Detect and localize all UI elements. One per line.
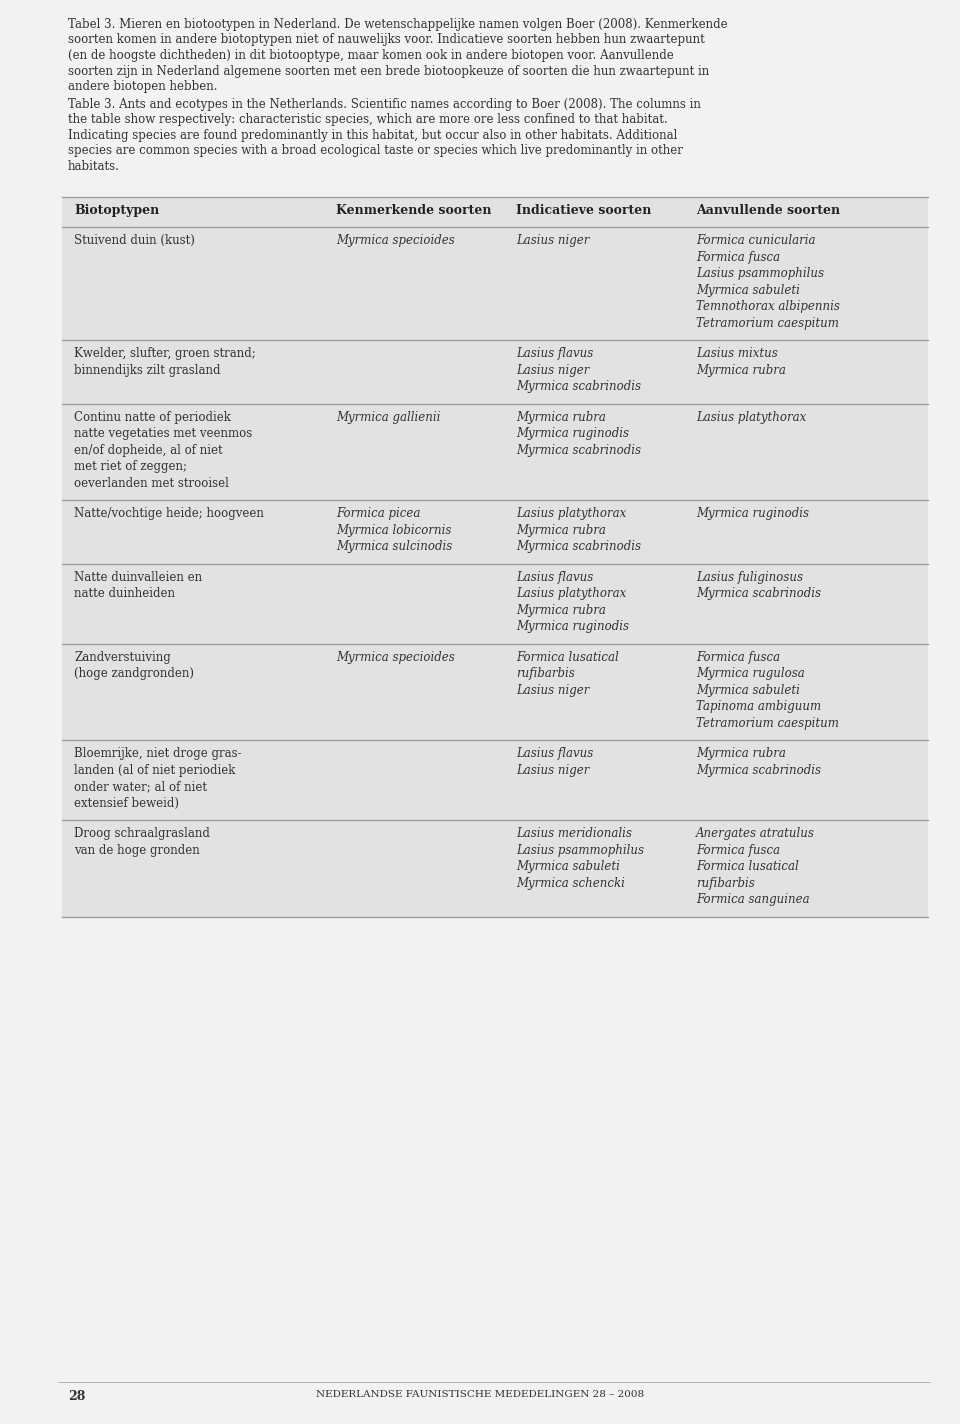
Text: Myrmica specioides: Myrmica specioides <box>336 651 455 664</box>
Text: Lasius psammophilus: Lasius psammophilus <box>516 844 644 857</box>
Text: Myrmica rugulosa: Myrmica rugulosa <box>696 668 804 681</box>
Text: extensief beweid): extensief beweid) <box>74 797 179 810</box>
Text: Lasius niger: Lasius niger <box>516 684 589 696</box>
Text: Droog schraalgrasland: Droog schraalgrasland <box>74 827 210 840</box>
Text: andere biotopen hebben.: andere biotopen hebben. <box>68 80 218 93</box>
Text: Formica lusatical: Formica lusatical <box>516 651 619 664</box>
Text: Myrmica gallienii: Myrmica gallienii <box>336 412 441 424</box>
Text: Myrmica scabrinodis: Myrmica scabrinodis <box>696 588 821 601</box>
Text: Biotoptypen: Biotoptypen <box>74 204 159 218</box>
Text: Indicatieve soorten: Indicatieve soorten <box>516 204 652 218</box>
Text: Natte duinvalleien en: Natte duinvalleien en <box>74 571 203 584</box>
Text: Myrmica rubra: Myrmica rubra <box>516 524 606 537</box>
Text: soorten komen in andere biotoptypen niet of nauwelijks voor. Indicatieve soorten: soorten komen in andere biotoptypen niet… <box>68 34 705 47</box>
Bar <box>62 198 928 917</box>
Text: Myrmica rubra: Myrmica rubra <box>516 604 606 617</box>
Text: natte duinheiden: natte duinheiden <box>74 588 175 601</box>
Text: Formica fusca: Formica fusca <box>696 651 780 664</box>
Text: Lasius platythorax: Lasius platythorax <box>516 588 626 601</box>
Text: Kenmerkende soorten: Kenmerkende soorten <box>336 204 492 218</box>
Text: Formica fusca: Formica fusca <box>696 844 780 857</box>
Text: Tapinoma ambiguum: Tapinoma ambiguum <box>696 701 821 713</box>
Text: Indicating species are found predominantly in this habitat, but occur also in ot: Indicating species are found predominant… <box>68 128 678 142</box>
Text: Formica picea: Formica picea <box>336 507 420 520</box>
Text: en/of dopheide, al of niet: en/of dopheide, al of niet <box>74 444 223 457</box>
Text: Myrmica scabrinodis: Myrmica scabrinodis <box>516 380 641 393</box>
Text: Stuivend duin (kust): Stuivend duin (kust) <box>74 235 195 248</box>
Text: (en de hoogste dichtheden) in dit biotooptype, maar komen ook in andere biotopen: (en de hoogste dichtheden) in dit biotoo… <box>68 48 674 63</box>
Text: Lasius fuliginosus: Lasius fuliginosus <box>696 571 803 584</box>
Text: Lasius niger: Lasius niger <box>516 365 589 377</box>
Text: Aanvullende soorten: Aanvullende soorten <box>696 204 840 218</box>
Text: species are common species with a broad ecological taste or species which live p: species are common species with a broad … <box>68 144 683 157</box>
Text: Lasius niger: Lasius niger <box>516 763 589 778</box>
Text: Lasius mixtus: Lasius mixtus <box>696 347 778 360</box>
Text: Natte/vochtige heide; hoogveen: Natte/vochtige heide; hoogveen <box>74 507 264 520</box>
Text: Myrmica ruginodis: Myrmica ruginodis <box>696 507 809 520</box>
Text: Myrmica specioides: Myrmica specioides <box>336 235 455 248</box>
Text: (hoge zandgronden): (hoge zandgronden) <box>74 668 194 681</box>
Text: Lasius flavus: Lasius flavus <box>516 748 593 760</box>
Text: met riet of zeggen;: met riet of zeggen; <box>74 460 187 473</box>
Text: soorten zijn in Nederland algemene soorten met een brede biotoopkeuze of soorten: soorten zijn in Nederland algemene soort… <box>68 64 709 77</box>
Text: habitats.: habitats. <box>68 159 120 172</box>
Text: Formica lusatical: Formica lusatical <box>696 860 799 873</box>
Text: Bloemrijke, niet droge gras-: Bloemrijke, niet droge gras- <box>74 748 242 760</box>
Text: Formica fusca: Formica fusca <box>696 251 780 263</box>
Text: Lasius psammophilus: Lasius psammophilus <box>696 268 824 281</box>
Text: Myrmica scabrinodis: Myrmica scabrinodis <box>696 763 821 778</box>
Text: oeverlanden met strooisel: oeverlanden met strooisel <box>74 477 228 490</box>
Text: Lasius flavus: Lasius flavus <box>516 571 593 584</box>
Text: Myrmica rubra: Myrmica rubra <box>516 412 606 424</box>
Text: Myrmica sabuleti: Myrmica sabuleti <box>516 860 620 873</box>
Text: rufibarbis: rufibarbis <box>516 668 575 681</box>
Text: Lasius meridionalis: Lasius meridionalis <box>516 827 632 840</box>
Text: Myrmica schencki: Myrmica schencki <box>516 877 625 890</box>
Text: Tabel 3. Mieren en biotootypen in Nederland. De wetenschappelijke namen volgen B: Tabel 3. Mieren en biotootypen in Nederl… <box>68 19 728 31</box>
Text: Tetramorium caespitum: Tetramorium caespitum <box>696 318 839 330</box>
Text: 28: 28 <box>68 1390 85 1403</box>
Text: Lasius platythorax: Lasius platythorax <box>516 507 626 520</box>
Text: Continu natte of periodiek: Continu natte of periodiek <box>74 412 230 424</box>
Text: van de hoge gronden: van de hoge gronden <box>74 844 200 857</box>
Text: natte vegetaties met veenmos: natte vegetaties met veenmos <box>74 427 252 440</box>
Text: Anergates atratulus: Anergates atratulus <box>696 827 815 840</box>
Text: Zandverstuiving: Zandverstuiving <box>74 651 171 664</box>
Text: Tetramorium caespitum: Tetramorium caespitum <box>696 716 839 731</box>
Text: Kwelder, slufter, groen strand;: Kwelder, slufter, groen strand; <box>74 347 255 360</box>
Text: Myrmica sulcinodis: Myrmica sulcinodis <box>336 541 452 554</box>
Text: Temnothorax albipennis: Temnothorax albipennis <box>696 300 840 313</box>
Text: Myrmica scabrinodis: Myrmica scabrinodis <box>516 541 641 554</box>
Text: Lasius flavus: Lasius flavus <box>516 347 593 360</box>
Text: Lasius niger: Lasius niger <box>516 235 589 248</box>
Text: Lasius platythorax: Lasius platythorax <box>696 412 806 424</box>
Text: Myrmica sabuleti: Myrmica sabuleti <box>696 283 800 298</box>
Text: Table 3. Ants and ecotypes in the Netherlands. Scientific names according to Boe: Table 3. Ants and ecotypes in the Nether… <box>68 98 701 111</box>
Text: Formica sanguinea: Formica sanguinea <box>696 893 809 907</box>
Text: Myrmica lobicornis: Myrmica lobicornis <box>336 524 451 537</box>
Text: Myrmica ruginodis: Myrmica ruginodis <box>516 427 629 440</box>
Text: Myrmica ruginodis: Myrmica ruginodis <box>516 621 629 634</box>
Text: binnendijks zilt grasland: binnendijks zilt grasland <box>74 365 221 377</box>
Text: landen (al of niet periodiek: landen (al of niet periodiek <box>74 763 235 778</box>
Text: NEDERLANDSE FAUNISTISCHE MEDEDELINGEN 28 – 2008: NEDERLANDSE FAUNISTISCHE MEDEDELINGEN 28… <box>316 1390 644 1398</box>
Text: Myrmica scabrinodis: Myrmica scabrinodis <box>516 444 641 457</box>
Text: onder water; al of niet: onder water; al of niet <box>74 780 207 793</box>
Text: Formica cunicularia: Formica cunicularia <box>696 235 815 248</box>
Text: Myrmica rubra: Myrmica rubra <box>696 748 786 760</box>
Text: rufibarbis: rufibarbis <box>696 877 755 890</box>
Text: Myrmica sabuleti: Myrmica sabuleti <box>696 684 800 696</box>
Text: the table show respectively: characteristic species, which are more ore less con: the table show respectively: characteris… <box>68 114 667 127</box>
Text: Myrmica rubra: Myrmica rubra <box>696 365 786 377</box>
